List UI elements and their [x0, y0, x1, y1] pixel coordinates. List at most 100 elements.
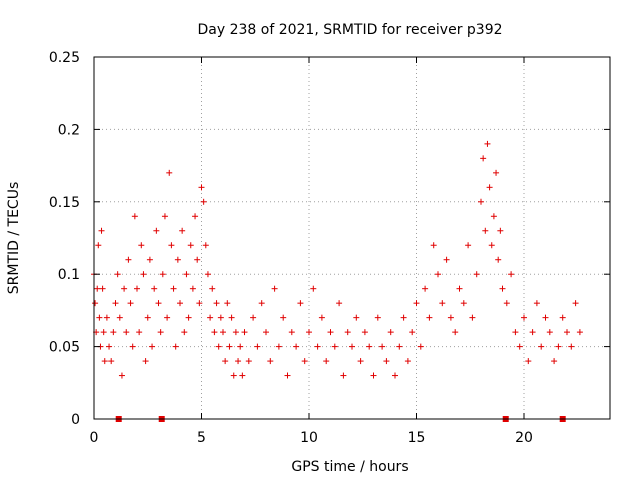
data-point — [198, 184, 205, 191]
data-point — [473, 271, 480, 278]
data-point — [166, 169, 173, 176]
data-point — [435, 271, 441, 278]
data-point — [209, 285, 216, 292]
data-point — [230, 372, 237, 379]
data-point — [497, 227, 504, 234]
data-point — [200, 198, 207, 205]
data-point — [118, 372, 125, 379]
data-point — [174, 256, 181, 263]
chart-title: Day 238 of 2021, SRMTID for receiver p39… — [197, 22, 502, 38]
data-point — [224, 300, 231, 307]
data-point — [196, 300, 203, 307]
data-point — [370, 372, 377, 379]
data-point — [121, 285, 128, 292]
data-point — [314, 343, 321, 350]
data-point — [245, 358, 252, 365]
data-point — [153, 227, 160, 234]
x-tick-label: 0 — [90, 430, 99, 446]
data-point — [127, 300, 134, 307]
x-tick-label: 15 — [408, 430, 426, 446]
data-point — [241, 329, 248, 336]
data-point — [387, 329, 394, 336]
data-point — [222, 358, 229, 365]
data-point — [400, 314, 407, 321]
data-point — [202, 242, 209, 249]
data-point — [452, 329, 459, 336]
data-point — [100, 329, 107, 336]
data-point — [488, 242, 495, 249]
data-point — [357, 358, 364, 365]
data-point — [521, 314, 527, 321]
data-point — [546, 329, 553, 336]
data-point — [327, 329, 334, 336]
data-point — [250, 314, 257, 321]
data-point — [439, 300, 446, 307]
data-point — [555, 343, 562, 350]
data-point — [267, 358, 274, 365]
data-point — [493, 169, 500, 176]
data-point — [235, 358, 242, 365]
data-point — [469, 314, 476, 321]
data-point — [204, 271, 211, 278]
data-point — [456, 285, 463, 292]
data-point — [460, 300, 467, 307]
data-point — [151, 285, 158, 292]
data-point — [129, 343, 136, 350]
data-point — [568, 343, 575, 350]
data-points — [91, 140, 583, 379]
data-point — [207, 314, 214, 321]
data-point — [288, 329, 295, 336]
data-point — [284, 372, 291, 379]
data-point — [140, 271, 147, 278]
data-point — [134, 285, 140, 292]
data-point — [344, 329, 351, 336]
data-point — [211, 329, 218, 336]
data-point — [187, 242, 194, 249]
data-point — [538, 343, 545, 350]
data-point — [336, 300, 343, 307]
data-point — [170, 285, 177, 292]
data-point — [331, 343, 338, 350]
data-point — [258, 300, 265, 307]
data-point — [512, 329, 519, 336]
data-point — [484, 140, 491, 147]
data-point — [112, 300, 119, 307]
data-point — [383, 358, 390, 365]
data-point — [374, 314, 381, 321]
data-point — [409, 329, 416, 336]
data-point — [392, 372, 398, 379]
data-point — [144, 314, 151, 321]
data-point — [157, 329, 164, 336]
y-tick-label: 0.1 — [58, 267, 80, 283]
data-point — [116, 314, 123, 321]
data-point — [94, 285, 101, 292]
y-tick-label: 0.2 — [58, 122, 80, 138]
y-tick-label: 0 — [71, 412, 80, 428]
data-point — [340, 372, 347, 379]
data-point — [551, 358, 558, 365]
data-point — [525, 358, 532, 365]
data-point — [103, 314, 110, 321]
data-point — [465, 242, 472, 249]
x-tick-labels: 0 5 10 15 20 — [90, 430, 533, 446]
data-point — [516, 343, 523, 350]
data-point — [142, 358, 149, 365]
data-point — [417, 343, 424, 350]
data-point — [482, 227, 489, 234]
data-point — [161, 213, 168, 220]
data-point — [572, 300, 579, 307]
data-point — [422, 285, 429, 292]
data-point — [101, 358, 108, 365]
data-point — [499, 285, 506, 292]
y-axis-label: SRMTID / TECUs — [6, 182, 22, 295]
data-point — [310, 285, 317, 292]
data-point — [559, 314, 566, 321]
data-point — [379, 343, 386, 350]
data-point — [263, 329, 269, 336]
plot-frame — [93, 56, 611, 420]
data-point — [172, 343, 179, 350]
data-point — [228, 314, 235, 321]
data-point — [361, 329, 368, 336]
